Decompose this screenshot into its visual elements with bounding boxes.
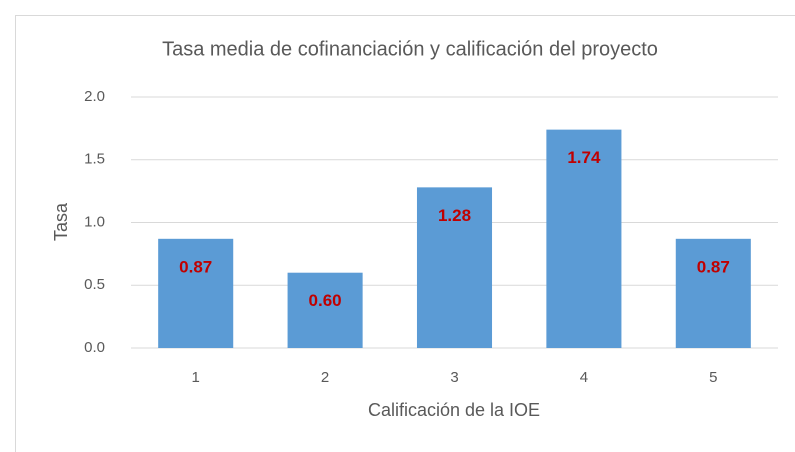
y-tick-label: 2.0 [84,88,105,105]
x-axis-title: Calificación de la IOE [368,400,540,420]
value-label: 1.28 [438,206,471,225]
bar [416,187,493,348]
value-label: 1.74 [567,148,601,167]
bar [287,272,363,348]
value-label: 0.87 [179,257,212,276]
value-label: 0.87 [697,257,730,276]
bar [158,238,234,348]
bar [675,238,751,348]
x-tick-label: 4 [580,369,588,386]
bar [546,129,622,348]
y-axis-title: Tasa [51,202,71,241]
x-tick-label: 2 [321,369,329,386]
chart-border [15,15,795,452]
y-tick-label: 1.5 [84,151,105,168]
x-tick-label: 5 [709,369,717,386]
y-tick-label: 0.5 [84,276,105,293]
x-tick-label: 3 [450,369,458,386]
value-label: 0.60 [309,291,342,310]
chart-title: Tasa media de cofinanciación y calificac… [162,38,658,60]
x-tick-label: 1 [192,369,200,386]
y-tick-label: 0.0 [84,339,105,356]
y-tick-label: 1.0 [84,213,105,230]
